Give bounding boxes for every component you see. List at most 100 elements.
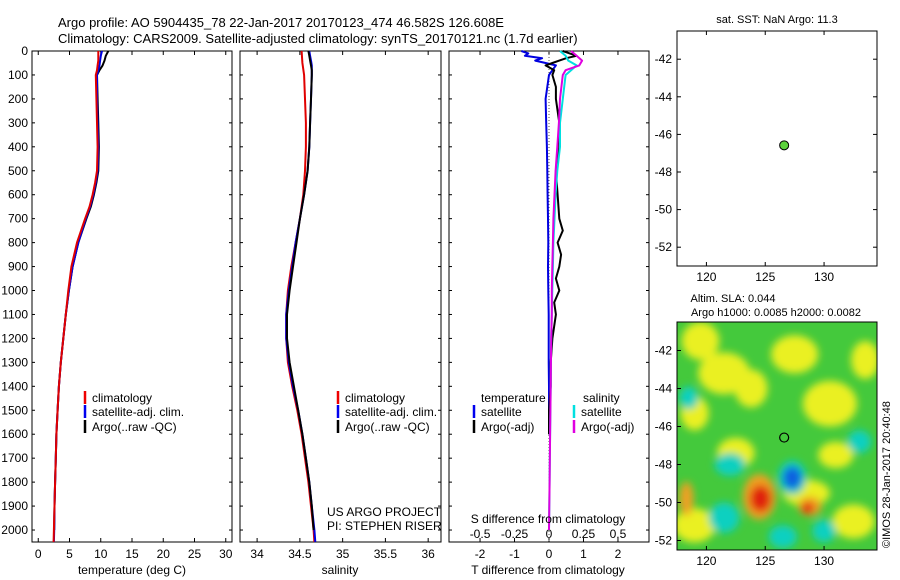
- temperature-line-argo: [53, 50, 110, 531]
- sla-map-y-tick-label: -46: [655, 420, 673, 434]
- temperature-line-satellite: [52, 50, 103, 543]
- salinity-difference-tick-label: 0.25: [572, 527, 596, 541]
- temperature-profile-lines: [52, 50, 110, 543]
- sla-anomaly-cell: [771, 335, 819, 374]
- salinity-x-tick-label: 36: [421, 547, 435, 561]
- difference-line-salinity-argo-adj-: [548, 50, 584, 531]
- depth-tick-label: 700: [8, 212, 28, 226]
- depth-tick-label: 900: [8, 260, 28, 274]
- sla-map-y-tick-label: -48: [655, 458, 673, 472]
- salinity-difference-tick-label: -0.5: [470, 527, 491, 541]
- legend-climatology-label: climatology: [345, 391, 405, 405]
- salinity-x-tick-label: 34: [250, 547, 264, 561]
- sst-map-y-tick-label: -44: [655, 90, 673, 104]
- temperature-x-tick-label: 15: [125, 547, 139, 561]
- sla-anomaly-cell: [734, 369, 768, 408]
- sla-map-frame: [676, 321, 878, 551]
- sla-anomaly-cell: [847, 430, 872, 454]
- temperature-x-tick-label: 20: [157, 547, 171, 561]
- depth-tick-label: 1000: [1, 284, 28, 298]
- sla-anomaly-cell: [681, 322, 720, 360]
- salinity-profile-lines: [285, 50, 317, 543]
- sst-map-x-tick-label: 120: [696, 270, 716, 284]
- figure-title-line2: Climatology: CARS2009. Satellite-adjuste…: [58, 31, 578, 46]
- depth-tick-label: 1800: [1, 475, 28, 489]
- sla-anomaly-cell: [832, 504, 875, 539]
- sla-map-x-tick-label: 125: [755, 554, 775, 568]
- salinity-panel-frame: [239, 50, 442, 543]
- depth-tick-label: 1200: [1, 331, 28, 345]
- sla-anomaly-cell: [812, 519, 836, 543]
- depth-tick-label: 1900: [1, 499, 28, 513]
- salinity-difference-tick-label: -0.25: [501, 527, 529, 541]
- sla-anomaly-cell: [749, 485, 772, 512]
- temperature-line-climatology: [52, 51, 100, 543]
- temperature-x-tick-label: 30: [219, 547, 233, 561]
- sst-map-title: sat. SST: NaN Argo: 11.3: [716, 14, 837, 26]
- legend-argo-label: Argo(..raw -QC): [345, 420, 430, 434]
- temperature-x-ticks: 0 5 10 15 20 25 30: [35, 51, 233, 561]
- salinity-x-tick-label: 34.5: [288, 547, 312, 561]
- legend-temperature-heading: temperature: [481, 391, 546, 405]
- salinity-line-argo: [286, 50, 315, 531]
- sla-anomaly-cell: [677, 508, 716, 543]
- sla-anomaly-cell: [714, 453, 746, 476]
- depth-tick-label: 500: [8, 164, 28, 178]
- temperature-difference-x-tick-label: 2: [615, 547, 622, 561]
- difference-line-temperature-argo-adj-: [544, 50, 578, 435]
- sst-map-y-tick-label: -42: [655, 52, 673, 66]
- salinity-x-ticks: 34 34.5 35 35.5 36: [250, 51, 435, 561]
- depth-tick-label: 1100: [2, 307, 28, 321]
- sst-map-y-tick-label: -52: [655, 240, 673, 254]
- legend-temp-argo-label: Argo(-adj): [481, 420, 534, 434]
- difference-line-salinity-satellite: [548, 50, 578, 531]
- depth-tick-label: 400: [8, 140, 28, 154]
- project-credit: US ARGO PROJECT: [327, 505, 442, 519]
- temperature-x-tick-label: 5: [66, 547, 73, 561]
- temperature-x-tick-label: 0: [35, 547, 42, 561]
- sla-map-x-tick-label: 130: [814, 554, 834, 568]
- difference-legend: temperature salinity satellite Argo(-adj…: [472, 391, 634, 434]
- sla-anomaly-cell: [818, 441, 854, 469]
- salinity-x-tick-label: 35: [336, 547, 350, 561]
- sst-map-ticks: 120 125 130 -42 -44 -46 -48 -50 -52: [655, 31, 877, 284]
- salinity-difference-tick-label: 0.5: [610, 527, 627, 541]
- sla-anomaly-cell: [768, 525, 797, 549]
- s-difference-label: S difference from climatology: [471, 512, 626, 526]
- depth-tick-label: 200: [8, 92, 28, 106]
- salinity-x-tick-label: 35.5: [374, 547, 398, 561]
- figure-title-line1: Argo profile: AO 5904435_78 22-Jan-2017 …: [58, 15, 504, 30]
- sst-map-x-tick-label: 125: [755, 270, 775, 284]
- legend-salinity-heading: salinity: [583, 391, 620, 405]
- sla-anomaly-cell: [802, 380, 857, 427]
- sst-map-y-tick-label: -48: [655, 165, 673, 179]
- legend-climatology-label: climatology: [92, 391, 152, 405]
- sst-map-y-tick-label: -50: [655, 203, 673, 217]
- depth-tick-label: 1600: [1, 427, 28, 441]
- depth-tick-label: 2000: [1, 523, 28, 537]
- sla-map-x-tick-label: 120: [696, 554, 716, 568]
- legend-sal-satellite-label: satellite: [581, 405, 622, 419]
- salinity-legend: climatology satellite-adj. clim. Argo(..…: [336, 391, 437, 434]
- sla-map-subtitle: Argo h1000: 0.0085 h2000: 0.0082: [691, 307, 861, 319]
- depth-tick-label: 1300: [1, 355, 28, 369]
- sla-map-title: Altim. SLA: 0.044: [691, 293, 776, 305]
- depth-tick-label: 600: [8, 188, 28, 202]
- pi-credit: PI: STEPHEN RISER: [327, 519, 442, 533]
- sla-map-y-tick-label: -52: [655, 534, 673, 548]
- depth-tick-label: 0: [21, 44, 28, 58]
- sla-map-y-tick-label: -44: [655, 382, 673, 396]
- legend-satellite-clim-label: satellite-adj. clim.: [345, 405, 437, 419]
- sla-anomaly-cell: [851, 341, 877, 379]
- temperature-difference-x-tick-label: -1: [509, 547, 520, 561]
- difference-profile-lines: [521, 50, 584, 531]
- temperature-x-tick-label: 25: [188, 547, 202, 561]
- legend-satellite-clim-label: satellite-adj. clim.: [92, 405, 184, 419]
- imos-credit: ©IMOS 28-Jan-2017 20:40:48: [881, 401, 893, 548]
- sla-heatmap-cells: [677, 322, 877, 549]
- temperature-difference-x-tick-label: -2: [475, 547, 486, 561]
- sla-heatmap: [677, 322, 877, 550]
